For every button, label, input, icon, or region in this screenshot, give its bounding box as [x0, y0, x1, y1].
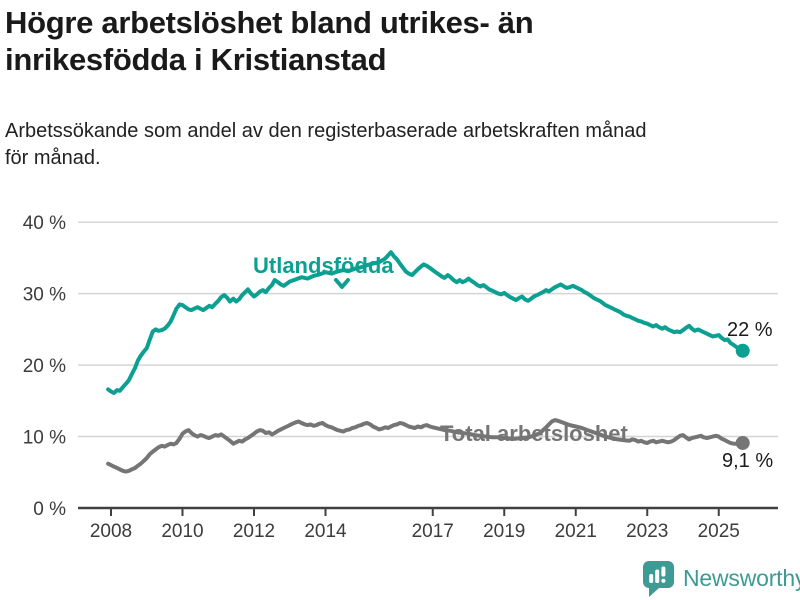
y-tick-label: 20 % [23, 356, 66, 377]
chevron-down-icon [334, 278, 350, 289]
x-axis-ticks: 2008 2010 2012 2014 2017 2019 2021 2023 2025 [90, 509, 740, 542]
subtitle-line-2: för månad. [5, 147, 101, 169]
title-line-2: inrikesfödda i Kristianstad [5, 42, 387, 77]
newsworthy-speech-bubble-chart-icon [643, 560, 674, 597]
end-value-utlandsfodda: 22 % [727, 319, 773, 341]
gridlines [78, 221, 778, 510]
newsworthy-logo-text: Newsworthy [683, 564, 800, 591]
subtitle-line-1: Arbetssökande som andel av den registerb… [5, 120, 647, 142]
series-label-total-arbetsloshet: Total arbetslöshet [440, 421, 629, 446]
end-value-total-arbetsloshet: 9,1 % [722, 450, 773, 472]
y-tick-label: 40 % [23, 213, 66, 234]
title-line-1: Högre arbetslöshet bland utrikes- än [5, 5, 534, 40]
total-arbetsloshet-end-dot [735, 435, 750, 450]
x-tick-label: 2017 [412, 521, 454, 542]
x-tick-label: 2008 [90, 521, 132, 542]
y-tick-label: 0 % [33, 499, 66, 520]
x-tick-label: 2019 [483, 521, 525, 542]
utlandsfodda-end-dot [735, 343, 750, 358]
utlandsfodda-line [106, 250, 745, 395]
y-axis-labels: 0 % 10 % 20 % 30 % 40 % [23, 213, 66, 520]
x-tick-label: 2025 [698, 521, 740, 542]
page-title: Högre arbetslöshet bland utrikes- än inr… [5, 4, 785, 78]
x-tick-label: 2010 [161, 521, 203, 542]
x-tick-label: 2014 [304, 521, 347, 542]
x-tick-label: 2023 [626, 521, 668, 542]
x-tick-label: 2012 [233, 521, 275, 542]
newsworthy-logo: Newsworthy [642, 560, 800, 597]
y-tick-label: 30 % [23, 285, 66, 306]
series-label-utlandsfodda: Utlandsfödda [253, 253, 394, 278]
chart-subtitle: Arbetssökande som andel av den registerb… [5, 118, 790, 172]
y-tick-label: 10 % [23, 428, 66, 449]
total-arbetsloshet-line [106, 418, 745, 474]
x-tick-label: 2021 [555, 521, 597, 542]
